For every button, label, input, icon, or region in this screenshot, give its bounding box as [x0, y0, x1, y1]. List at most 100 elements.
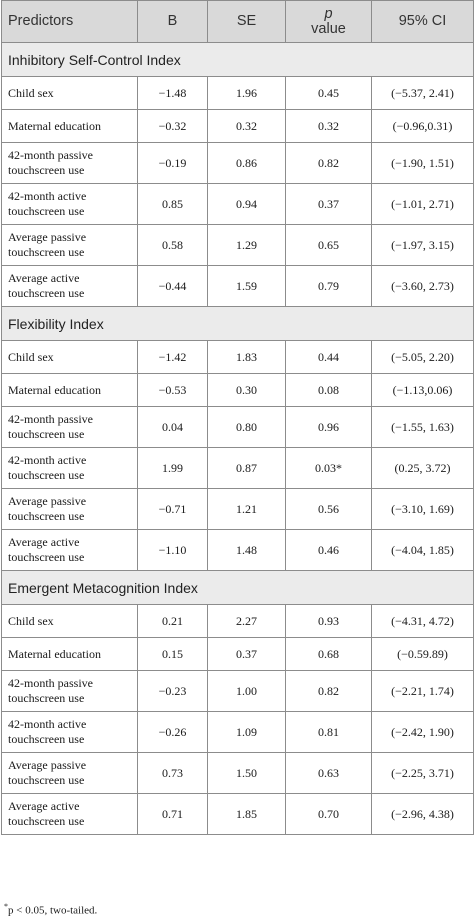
p-value-cell: 0.56: [285, 488, 372, 530]
p-value-cell: 0.46: [285, 529, 372, 571]
p-value-cell: 0.81: [285, 711, 372, 753]
ci-cell: (−5.37, 2.41): [371, 76, 474, 110]
se-cell: 1.85: [207, 793, 286, 835]
p-value-cell: 0.79: [285, 265, 372, 307]
ci-cell: (−0.59.89): [371, 637, 474, 671]
ci-cell: (−2.21, 1.74): [371, 670, 474, 712]
table-row: Child sex 0.21 2.27 0.93 (−4.31, 4.72): [1, 604, 474, 638]
b-cell: 0.15: [137, 637, 208, 671]
table-row: Average active touchscreen use 0.71 1.85 0.…: [1, 793, 474, 835]
ci-cell: (−1.01, 2.71): [371, 183, 474, 225]
table-row: Average passive touchscreen use 0.58 1.29 0…: [1, 224, 474, 266]
p-value-cell: 0.82: [285, 142, 372, 184]
table-row: 42-month passive touchscreen use −0.19 0.8…: [1, 142, 474, 184]
p-value-cell: 0.65: [285, 224, 372, 266]
predictor-cell: 42-month active touchscreen use: [1, 183, 138, 225]
p-value-cell: 0.68: [285, 637, 372, 671]
predictor-cell: Average active touchscreen use: [1, 265, 138, 307]
b-cell: −0.23: [137, 670, 208, 712]
p-value-cell: 0.45: [285, 76, 372, 110]
predictor-cell: Maternal education: [1, 637, 138, 671]
se-cell: 1.96: [207, 76, 286, 110]
p-value-cell: 0.37: [285, 183, 372, 225]
section-header-row: Emergent Metacognition Index: [1, 570, 474, 605]
p-value-cell: 0.44: [285, 340, 372, 374]
b-cell: −1.10: [137, 529, 208, 571]
section-header-row: Flexibility Index: [1, 306, 474, 341]
se-cell: 1.59: [207, 265, 286, 307]
predictor-cell: 42-month active touchscreen use: [1, 447, 138, 489]
p-value-cell: 0.70: [285, 793, 372, 835]
ci-cell: (−3.10, 1.69): [371, 488, 474, 530]
p-value-cell: 0.93: [285, 604, 372, 638]
ci-cell: (−4.04, 1.85): [371, 529, 474, 571]
p-value-cell: 0.03*: [285, 447, 372, 489]
table-row: Maternal education 0.15 0.37 0.68 (−0.59.89): [1, 637, 474, 671]
b-cell: −0.26: [137, 711, 208, 753]
b-cell: −0.71: [137, 488, 208, 530]
header-p-letter: p: [324, 5, 333, 22]
header-predictors: Predictors: [1, 0, 138, 43]
ci-cell: (−1.90, 1.51): [371, 142, 474, 184]
p-value-cell: 0.63: [285, 752, 372, 794]
b-cell: −0.53: [137, 373, 208, 407]
ci-cell: (−1.97, 3.15): [371, 224, 474, 266]
se-cell: 0.37: [207, 637, 286, 671]
header-row: Predictors B SE p value 95% CI: [1, 0, 474, 43]
se-cell: 0.87: [207, 447, 286, 489]
se-cell: 1.21: [207, 488, 286, 530]
predictor-cell: Maternal education: [1, 109, 138, 143]
table-row: 42-month active touchscreen use 1.99 0.87 0…: [1, 447, 474, 489]
ci-cell: (−4.31, 4.72): [371, 604, 474, 638]
table-row: Average active touchscreen use −1.10 1.48 0…: [1, 529, 474, 571]
se-cell: 1.50: [207, 752, 286, 794]
table-row: 42-month passive touchscreen use 0.04 0.80…: [1, 406, 474, 448]
predictor-cell: 42-month passive touchscreen use: [1, 670, 138, 712]
b-cell: 0.73: [137, 752, 208, 794]
ci-cell: (−0.96,0.31): [371, 109, 474, 143]
table-row: 42-month active touchscreen use −0.26 1.09…: [1, 711, 474, 753]
predictor-cell: Child sex: [1, 604, 138, 638]
p-value-cell: 0.08: [285, 373, 372, 407]
se-cell: 1.83: [207, 340, 286, 374]
se-cell: 1.00: [207, 670, 286, 712]
header-p-value: p value: [285, 0, 372, 43]
predictor-cell: Child sex: [1, 76, 138, 110]
b-cell: −1.48: [137, 76, 208, 110]
header-p-word: value: [311, 20, 346, 37]
se-cell: 0.32: [207, 109, 286, 143]
b-cell: 1.99: [137, 447, 208, 489]
table-row: Maternal education −0.32 0.32 0.32 (−0.96,0.…: [1, 109, 474, 143]
ci-cell: (−2.25, 3.71): [371, 752, 474, 794]
predictor-cell: Child sex: [1, 340, 138, 374]
p-value-cell: 0.96: [285, 406, 372, 448]
se-cell: 1.29: [207, 224, 286, 266]
predictor-cell: 42-month active touchscreen use: [1, 711, 138, 753]
table-body: Inhibitory Self-Control Index Child sex −1…: [1, 42, 474, 835]
table-row: 42-month passive touchscreen use −0.23 1.0…: [1, 670, 474, 712]
ci-cell: (−2.42, 1.90): [371, 711, 474, 753]
se-cell: 1.09: [207, 711, 286, 753]
se-cell: 1.48: [207, 529, 286, 571]
predictor-cell: Average passive touchscreen use: [1, 224, 138, 266]
header-se: SE: [207, 0, 286, 43]
ci-cell: (−1.13,0.06): [371, 373, 474, 407]
table-row: Average passive touchscreen use −0.71 1.21…: [1, 488, 474, 530]
se-cell: 0.80: [207, 406, 286, 448]
footnote-marker: *: [4, 902, 8, 911]
section-title: Flexibility Index: [1, 306, 474, 341]
ci-cell: (0.25, 3.72): [371, 447, 474, 489]
predictor-cell: 42-month passive touchscreen use: [1, 142, 138, 184]
table-row: Average active touchscreen use −0.44 1.59 0…: [1, 265, 474, 307]
predictor-cell: 42-month passive touchscreen use: [1, 406, 138, 448]
predictor-cell: Average active touchscreen use: [1, 793, 138, 835]
predictor-cell: Average active touchscreen use: [1, 529, 138, 571]
table-row: Average passive touchscreen use 0.73 1.50 0…: [1, 752, 474, 794]
se-cell: 0.86: [207, 142, 286, 184]
predictor-cell: Maternal education: [1, 373, 138, 407]
b-cell: −0.44: [137, 265, 208, 307]
se-cell: 2.27: [207, 604, 286, 638]
footnote: *p < 0.05, two-tailed.: [4, 902, 97, 917]
p-value-cell: 0.82: [285, 670, 372, 712]
b-cell: 0.85: [137, 183, 208, 225]
